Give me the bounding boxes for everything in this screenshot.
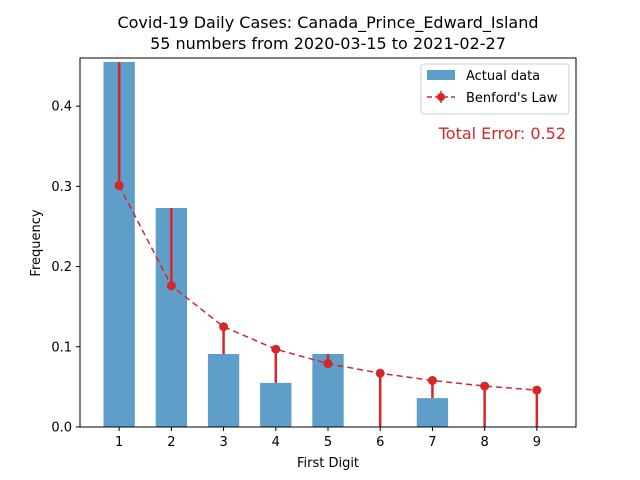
x-tick-label-4: 4 — [272, 435, 280, 450]
y-axis-label: Frequency — [29, 209, 44, 276]
benford-point-digit-2 — [166, 281, 176, 291]
y-tick-label-1: 0.1 — [51, 340, 72, 355]
benford-point-digit-6 — [375, 368, 385, 378]
x-tick-label-2: 2 — [167, 435, 175, 450]
y-tick-label-4: 0.4 — [51, 100, 72, 115]
chart-title-line2: 55 numbers from 2020-03-15 to 2021-02-27 — [150, 34, 506, 53]
benford-point-digit-8 — [480, 381, 490, 391]
x-tick-label-1: 1 — [115, 435, 123, 450]
x-tick-label-5: 5 — [324, 435, 332, 450]
bar-digit-3 — [207, 354, 240, 427]
benford-point-digit-3 — [219, 322, 229, 332]
legend-swatch-actual — [427, 70, 455, 80]
x-tick-label-6: 6 — [376, 435, 384, 450]
legend-label-actual: Actual data — [466, 69, 540, 84]
y-tick-label-0: 0.0 — [51, 421, 72, 436]
plot-frame — [79, 57, 577, 428]
legend-label-benford: Benford's Law — [466, 91, 558, 106]
benford-point-digit-9 — [532, 385, 542, 395]
x-axis-label: First Digit — [297, 456, 359, 471]
chart-title-line1: Covid-19 Daily Cases: Canada_Prince_Edwa… — [117, 13, 538, 33]
y-tick-label-2: 0.2 — [51, 260, 72, 275]
benford-point-digit-7 — [427, 375, 437, 385]
plot-area: 1 2 3 4 5 6 7 8 9 0.0 0.1 0.2 0.3 0.4 — [51, 62, 542, 450]
x-tick-label-7: 7 — [428, 435, 436, 450]
benford-point-digit-5 — [323, 359, 333, 369]
benford-point-digit-1 — [114, 181, 124, 191]
y-tick-label-3: 0.3 — [51, 180, 72, 195]
legend: Actual data Benford's Law — [420, 63, 570, 115]
benford-point-digit-4 — [271, 344, 281, 354]
x-tick-label-9: 9 — [533, 435, 541, 450]
bar-digit-4 — [260, 382, 292, 427]
total-error-annotation: Total Error: 0.52 — [438, 124, 566, 143]
bar-digit-7 — [416, 398, 449, 427]
legend-frame — [420, 63, 570, 115]
x-tick-label-8: 8 — [480, 435, 488, 450]
x-tick-label-3: 3 — [219, 435, 227, 450]
